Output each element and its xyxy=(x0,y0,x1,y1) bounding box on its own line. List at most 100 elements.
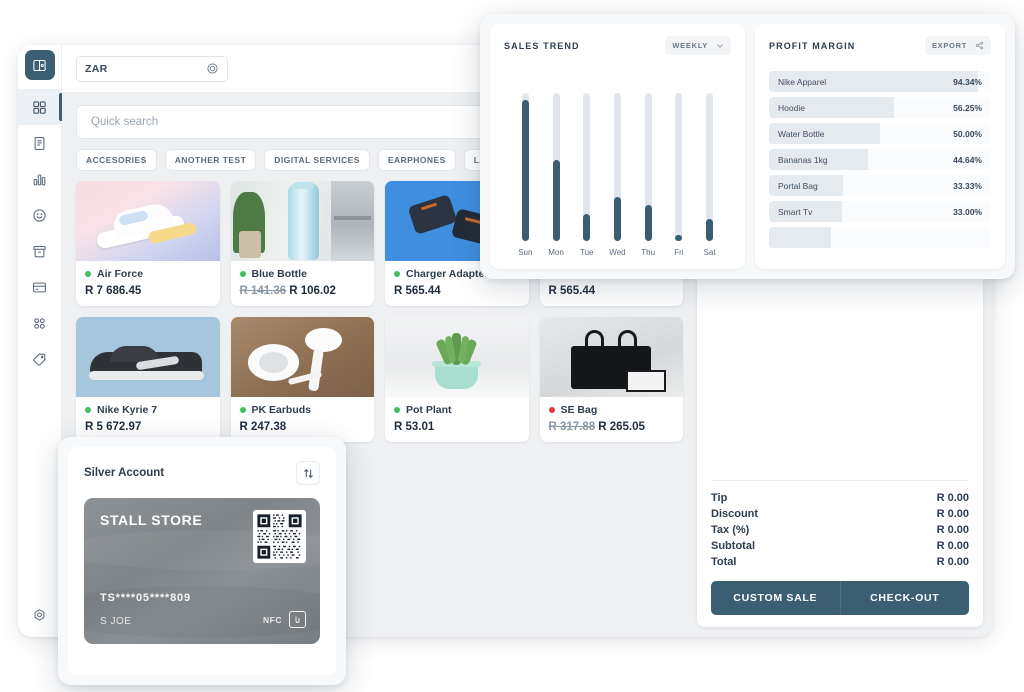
chart-bar-label: Thu xyxy=(641,248,656,257)
qr-code-icon xyxy=(253,510,306,563)
product-old-price: R 317.88 xyxy=(548,421,596,433)
product-card[interactable]: Blue Bottle R 141.36 R 106.02 xyxy=(230,181,375,306)
product-current-price: R 565.44 xyxy=(548,285,596,297)
currency-selector[interactable]: ZAR xyxy=(76,55,228,82)
margin-product-name: Smart Tv xyxy=(778,206,813,217)
product-card[interactable]: Nike Kyrie 7 R 5 672.97 xyxy=(76,317,220,442)
product-meta: Charger Adapter R 565.44 xyxy=(385,261,529,306)
analytics-panel: SALES TREND WEEKLY Sun Mon Tue Wed Thu Fri Sat… xyxy=(480,14,1015,279)
margin-row[interactable]: Hoodie 56.25% xyxy=(769,97,991,118)
chart-bar-label: Tue xyxy=(580,248,594,257)
credit-card-icon xyxy=(33,282,46,292)
margin-product-name: Portal Bag xyxy=(778,180,818,191)
sidebar-item-inventory[interactable] xyxy=(18,233,62,269)
total-row: Total R 0.00 xyxy=(711,554,969,570)
product-current-price: R 565.44 xyxy=(394,285,441,297)
wallet-title: Silver Account xyxy=(84,467,165,479)
total-label: Tip xyxy=(711,492,728,504)
period-label: WEEKLY xyxy=(672,41,708,50)
sidebar-item-payments[interactable] xyxy=(18,269,62,305)
product-thumbnail xyxy=(76,317,220,397)
sidebar-item-settings[interactable] xyxy=(18,593,62,637)
chart-bar-group[interactable]: Wed xyxy=(604,93,630,257)
total-amount: R 0.00 xyxy=(936,492,969,504)
margin-row[interactable] xyxy=(769,227,991,248)
chart-bar-fill xyxy=(613,196,621,241)
category-chip[interactable]: ACCESORIES xyxy=(76,149,157,171)
chart-bar-fill xyxy=(644,205,652,241)
margin-row[interactable]: Nike Apparel 94.34% xyxy=(769,71,991,92)
wallet-header: Silver Account xyxy=(84,461,320,485)
checkout-button[interactable]: CHECK-OUT xyxy=(839,581,969,615)
app-logo[interactable] xyxy=(24,50,55,80)
product-card[interactable]: Charger Adapter R 565.44 xyxy=(385,181,529,306)
sales-trend-header: SALES TREND WEEKLY xyxy=(504,36,731,55)
stock-status-dot xyxy=(239,271,246,277)
product-current-price: R 247.38 xyxy=(239,421,287,433)
chart-bar-track xyxy=(552,93,560,241)
export-button[interactable]: EXPORT xyxy=(924,36,991,55)
margin-bar-fill xyxy=(769,227,832,248)
product-price: R 141.36 R 106.02 xyxy=(240,285,366,297)
store-card-name: STALL STORE xyxy=(100,512,203,528)
category-chip[interactable]: ANOTHER TEST xyxy=(164,149,257,171)
order-actions: CUSTOM SALE CHECK-OUT xyxy=(711,581,969,615)
profit-margin-list: Nike Apparel 94.34% Hoodie 56.25% Water Bott… xyxy=(769,71,991,248)
sidebar-item-reports[interactable] xyxy=(18,161,62,197)
margin-row[interactable]: Water Bottle 50.00% xyxy=(769,123,991,144)
stock-status-dot xyxy=(85,271,91,277)
margin-row[interactable]: Smart Tv 33.00% xyxy=(769,201,991,222)
wallet-inner: Silver Account STALL STORE xyxy=(68,447,336,675)
store-card[interactable]: STALL STORE xyxy=(84,498,320,644)
period-selector[interactable]: WEEKLY xyxy=(665,36,731,55)
product-thumbnail xyxy=(76,181,220,261)
product-old-price: R 141.36 xyxy=(239,285,287,297)
swap-account-button[interactable] xyxy=(296,461,320,485)
product-price: R 53.01 xyxy=(394,421,520,433)
margin-row[interactable]: Portal Bag 33.33% xyxy=(769,175,991,196)
margin-value: 33.00% xyxy=(953,206,982,217)
margin-value: 33.33% xyxy=(953,180,982,191)
chart-bar-group[interactable]: Sun xyxy=(512,93,538,257)
profit-margin-header: PROFIT MARGIN EXPORT xyxy=(769,36,991,55)
left-sidebar xyxy=(18,45,62,637)
chart-bar-label: Fri xyxy=(674,248,684,257)
total-amount: R 0.00 xyxy=(936,524,969,536)
product-meta: Blue Bottle R 141.36 R 106.02 xyxy=(231,261,375,306)
chart-bar-group[interactable]: Mon xyxy=(543,93,569,257)
margin-value: 50.00% xyxy=(953,128,982,139)
category-chip-list: ACCESORIES ANOTHER TEST DIGITAL SERVICES EA… xyxy=(62,149,697,181)
currency-value: ZAR xyxy=(85,62,108,75)
total-label: Subtotal xyxy=(711,540,755,552)
swap-vertical-icon xyxy=(303,468,313,478)
chart-bar-group[interactable]: Sat xyxy=(697,93,723,257)
custom-sale-button[interactable]: CUSTOM SALE xyxy=(711,581,840,615)
stock-status-dot xyxy=(548,407,555,413)
product-card[interactable]: SE Bag R 317.88 R 265.05 xyxy=(539,317,683,442)
product-card[interactable]: Pot Plant R 53.01 xyxy=(385,317,529,442)
product-card[interactable]: Air Force R 7 686.45 xyxy=(76,181,220,306)
margin-bar-fill xyxy=(769,97,894,118)
receipt-icon xyxy=(34,136,45,150)
sidebar-item-discounts[interactable] xyxy=(18,341,62,377)
product-current-price: R 5 672.97 xyxy=(85,421,142,433)
category-chip[interactable]: EARPHONES xyxy=(377,149,456,171)
product-card[interactable]: PK Earbuds R 247.38 xyxy=(230,317,375,442)
sidebar-item-dashboard[interactable] xyxy=(18,89,62,125)
chart-bar-group[interactable]: Thu xyxy=(635,93,661,257)
product-meta: Pot Plant R 53.01 xyxy=(385,397,529,442)
chart-bar-group[interactable]: Tue xyxy=(574,93,600,257)
sidebar-item-apps[interactable] xyxy=(18,305,62,341)
chart-bar-group[interactable]: Fri xyxy=(666,93,692,257)
product-name-row: SE Bag xyxy=(548,404,675,416)
chart-bar-label: Sat xyxy=(703,248,716,257)
margin-row[interactable]: Bananas 1kg 44.64% xyxy=(769,149,991,170)
product-name-row: Charger Adapter xyxy=(394,268,520,280)
sidebar-item-orders[interactable] xyxy=(18,125,62,161)
category-chip[interactable]: DIGITAL SERVICES xyxy=(264,149,370,171)
product-meta: PK Earbuds R 247.38 xyxy=(231,397,375,442)
store-card-holder: S JOE xyxy=(100,616,132,627)
sidebar-item-customers[interactable] xyxy=(18,197,62,233)
chart-bar-label: Mon xyxy=(548,248,564,257)
